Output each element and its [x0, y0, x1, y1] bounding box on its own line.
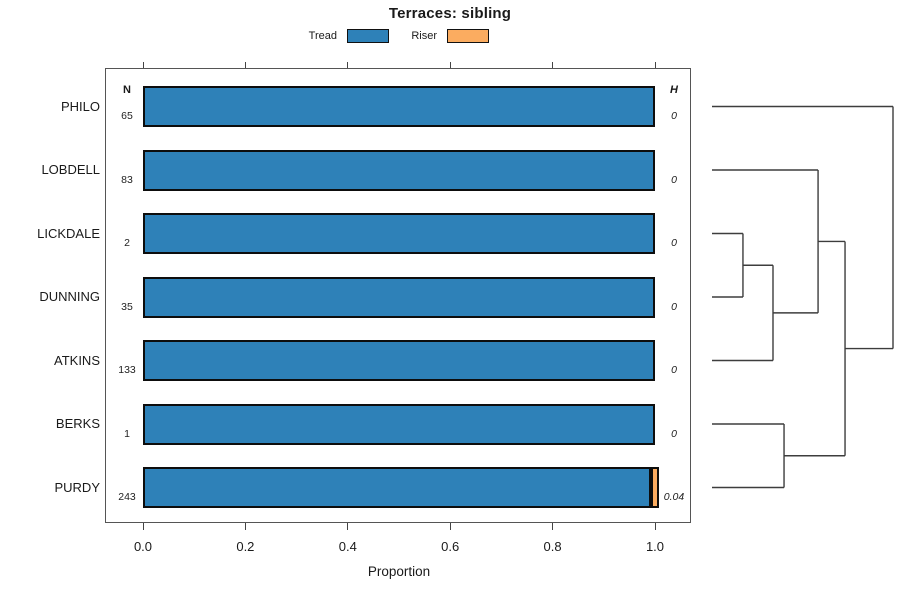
- row-label: BERKS: [55, 416, 100, 431]
- legend-swatch-tread: [347, 29, 389, 43]
- row-label: LICKDALE: [37, 225, 100, 241]
- row-label: PURDY: [54, 479, 100, 495]
- axis-tick-bottom: [142, 523, 144, 530]
- tread-bar: [143, 276, 655, 318]
- legend-label-tread: Tread: [308, 30, 337, 42]
- n-value: 35: [121, 300, 133, 313]
- row-label: LOBDELL: [41, 162, 100, 177]
- h-column-header: H: [670, 84, 678, 96]
- axis-tick-top: [552, 62, 554, 68]
- n-value: 65: [121, 110, 133, 122]
- axis-tick-bottom: [552, 523, 554, 530]
- axis-tick-bottom: [244, 523, 246, 530]
- h-value: 0: [671, 173, 677, 186]
- axis-tick-bottom: [449, 523, 451, 530]
- axis-tick-label: 0.4: [338, 539, 357, 554]
- n-value: 83: [121, 173, 133, 186]
- axis-tick-bottom: [347, 523, 349, 530]
- plot-area: [105, 68, 691, 523]
- riser-bar: [651, 467, 659, 508]
- axis-tick-top: [142, 62, 144, 68]
- tread-bar: [143, 149, 655, 191]
- n-value: 133: [118, 364, 136, 376]
- h-value: 0: [671, 427, 677, 440]
- tread-bar: [143, 86, 655, 127]
- axis-tick-bottom: [654, 523, 656, 530]
- tread-bar: [143, 340, 655, 381]
- chart-title: Terraces: sibling: [388, 5, 512, 22]
- n-value: 1: [124, 427, 130, 440]
- x-axis-label: Proportion: [367, 564, 431, 579]
- axis-tick-label: 0.6: [441, 539, 460, 554]
- axis-tick-top: [347, 62, 349, 68]
- tread-bar: [143, 467, 651, 508]
- tread-bar: [143, 213, 655, 254]
- h-value: 0: [671, 110, 677, 122]
- axis-tick-label: 0.8: [543, 539, 562, 554]
- h-value: 0: [671, 237, 677, 249]
- axis-tick-label: 0.0: [133, 539, 153, 554]
- tread-bar: [143, 403, 655, 445]
- legend-swatch-riser: [447, 29, 489, 43]
- axis-tick-label: 1.0: [645, 539, 665, 554]
- h-value: 0: [671, 300, 677, 313]
- axis-tick-top: [654, 62, 656, 68]
- h-value: 0: [671, 364, 677, 376]
- h-value: 0.04: [663, 491, 685, 503]
- legend-label-riser: Riser: [411, 30, 437, 42]
- axis-tick-top: [449, 62, 451, 68]
- row-label: DUNNING: [39, 289, 100, 304]
- n-value: 2: [124, 237, 130, 249]
- row-label: ATKINS: [54, 352, 100, 368]
- axis-tick-top: [244, 62, 246, 68]
- n-value: 243: [118, 491, 136, 503]
- row-label: PHILO: [60, 98, 100, 114]
- n-column-header: N: [123, 84, 131, 96]
- axis-tick-label: 0.2: [236, 539, 255, 554]
